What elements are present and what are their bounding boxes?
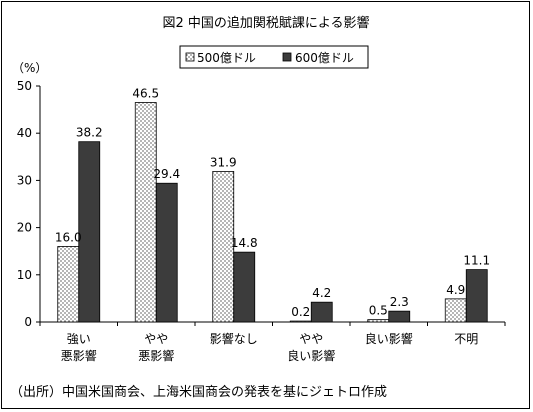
data-label-600: 38.2	[76, 126, 103, 140]
data-label-600: 4.2	[312, 286, 331, 300]
data-label-500: 0.5	[369, 304, 388, 318]
bar-600	[310, 301, 333, 323]
legend-label-500: 500億ドル	[197, 51, 256, 65]
y-tick-label: 40	[17, 126, 32, 140]
legend: 500億ドル 600億ドル	[179, 45, 369, 69]
category-label: 良い影響	[287, 348, 335, 363]
legend-swatch-500	[185, 52, 195, 62]
y-axis-label: （%）	[12, 61, 47, 75]
category-label: 悪影響	[61, 348, 97, 363]
bar-600	[78, 141, 101, 323]
bar-500	[134, 102, 157, 323]
data-label-600: 14.8	[231, 236, 258, 250]
bar-600	[388, 310, 411, 323]
category-label: やや	[299, 332, 323, 346]
category-label: 強い	[67, 332, 91, 346]
category-label: 悪影響	[138, 348, 174, 363]
legend-label-600: 600億ドル	[295, 51, 354, 65]
axes: 0 10 20 30 40 50	[17, 79, 506, 329]
data-label-500: 0.2	[291, 305, 310, 319]
bar-600	[465, 269, 488, 323]
y-tick-label: 10	[17, 268, 32, 282]
category-label: 良い影響	[365, 331, 413, 346]
bar-500	[444, 298, 467, 323]
bar-500	[212, 171, 235, 323]
bars	[57, 102, 488, 323]
legend-swatch-600	[282, 52, 292, 62]
data-label-500: 4.9	[446, 283, 465, 297]
chart-title: 図2 中国の追加関税賦課による影響	[162, 15, 369, 31]
category-label: 不明	[454, 332, 478, 346]
data-label-500: 16.0	[55, 230, 82, 244]
bar-500	[367, 319, 390, 323]
data-label-600: 2.3	[390, 295, 409, 309]
data-label-500: 46.5	[132, 87, 159, 101]
bar-500	[57, 246, 80, 323]
data-labels: 16.0 38.2 46.5 29.4 31.9 14.8 0.24.2 0.52.3 4.9 1…	[55, 87, 490, 320]
y-tick-label: 30	[17, 173, 32, 187]
data-label-600: 29.4	[153, 167, 180, 181]
source-note: （出所）中国米国商会、上海米国商会の発表を基にジェトロ作成	[10, 385, 387, 400]
bar-600	[233, 251, 256, 323]
category-label: やや	[144, 332, 168, 346]
y-tick-label: 0	[24, 315, 32, 329]
bar-600	[155, 182, 178, 323]
bar-500	[289, 320, 312, 323]
y-tick-label: 20	[17, 221, 32, 235]
data-label-500: 31.9	[210, 155, 237, 169]
legend-box	[179, 45, 369, 69]
y-tick-label: 50	[17, 79, 32, 93]
category-label: 影響なし	[210, 331, 258, 346]
data-label-600: 11.1	[463, 254, 490, 268]
